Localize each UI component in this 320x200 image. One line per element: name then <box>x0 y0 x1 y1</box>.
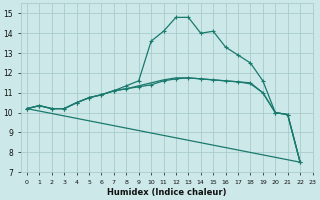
X-axis label: Humidex (Indice chaleur): Humidex (Indice chaleur) <box>107 188 226 197</box>
